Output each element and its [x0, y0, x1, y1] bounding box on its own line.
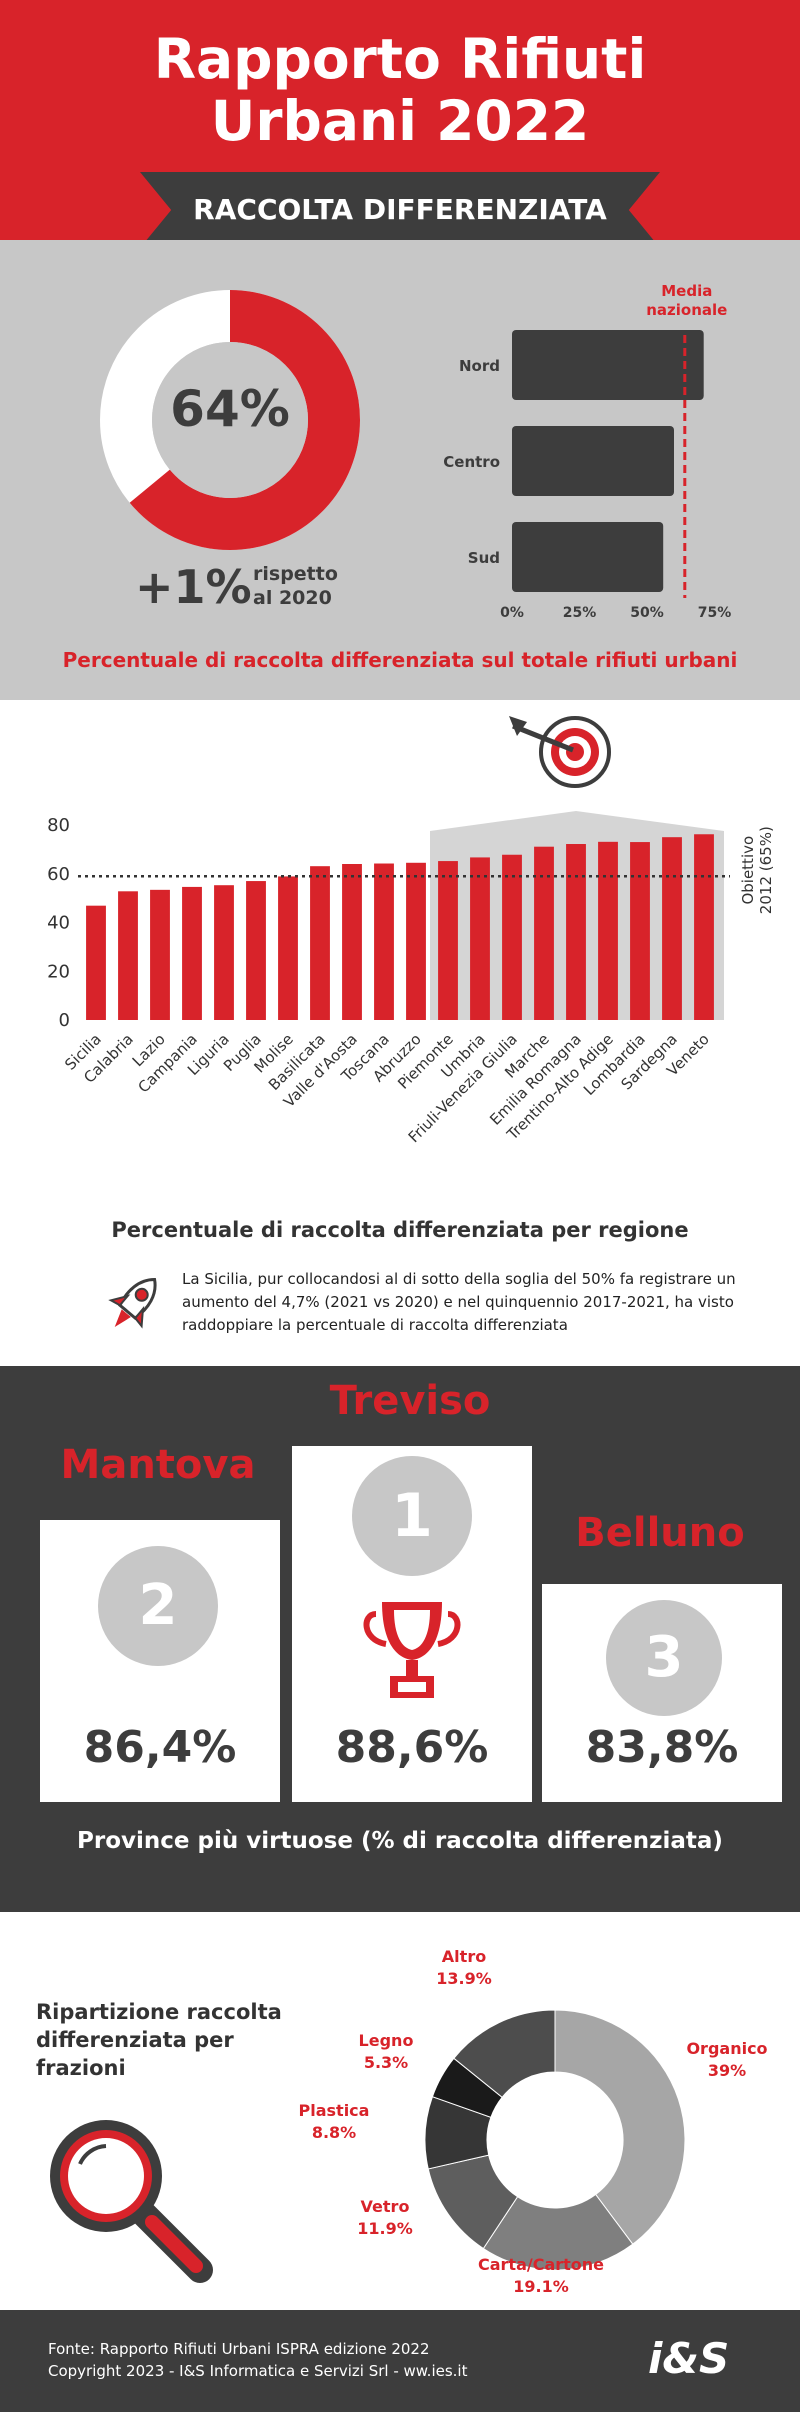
- region-bar: [214, 885, 234, 1020]
- province-third-value: 83,8%: [585, 1722, 739, 1773]
- target-icon: [509, 716, 611, 788]
- province-second-value: 86,4%: [83, 1722, 237, 1773]
- rank-1-badge: 1: [352, 1456, 472, 1576]
- region-y-tick: 20: [47, 961, 70, 982]
- macro-bar-label: Sud: [468, 549, 500, 567]
- slice-name-plastica: Plastica: [298, 2101, 370, 2120]
- target-label-line1: Obiettivo: [739, 836, 757, 905]
- province-third-name: Belluno: [575, 1510, 745, 1556]
- slice-name-legno: Legno: [358, 2031, 414, 2050]
- macro-bar-label: Centro: [443, 453, 500, 471]
- macro-x-tick: 0%: [500, 605, 524, 621]
- region-bar: [278, 876, 298, 1020]
- title-line-1: Rapporto Rifiuti: [153, 27, 647, 91]
- change-note: rispetto al 2020: [253, 562, 363, 610]
- ribbon-label: RACCOLTA DIFFERENZIATA: [193, 193, 607, 226]
- region-bar: [470, 857, 490, 1020]
- footer: [0, 2310, 800, 2412]
- macro-x-tick: 25%: [563, 605, 597, 621]
- rank-3-badge: 3: [606, 1600, 722, 1716]
- region-y-tick: 60: [47, 864, 70, 885]
- slice-value-organico: 39%: [707, 2061, 747, 2080]
- macro-x-tick: 50%: [630, 605, 664, 621]
- region-bar: [630, 842, 650, 1020]
- slice-label-plastica: Plastica 8.8%: [284, 2100, 384, 2144]
- slice-value-plastica: 8.8%: [311, 2123, 357, 2142]
- region-bar: [342, 864, 362, 1020]
- region-bar: [406, 862, 426, 1020]
- slice-value-altro: 13.9%: [436, 1969, 492, 1988]
- change-note-line1: rispetto: [253, 563, 338, 585]
- slice-label-altro: Altro 13.9%: [414, 1946, 514, 1990]
- reference-label-line2: nazionale: [646, 301, 727, 319]
- donut-slice-organico: [554, 2009, 686, 2245]
- region-bar: [310, 866, 330, 1020]
- region-bar: [694, 834, 714, 1020]
- region-bar: [534, 846, 554, 1020]
- footer-source: Fonte: Rapporto Rifiuti Urbani ISPRA edi…: [48, 2340, 430, 2358]
- region-y-tick: 80: [47, 815, 70, 836]
- region-bar: [118, 891, 138, 1020]
- footer-copyright: Copyright 2023 - I&S Informatica e Servi…: [48, 2362, 468, 2380]
- percentage-donut: [100, 290, 360, 550]
- slice-name-vetro: Vetro: [360, 2197, 410, 2216]
- fractions-donut-chart: [424, 2009, 686, 2271]
- donut-arc: [100, 290, 360, 550]
- macro-bar: [512, 330, 704, 400]
- donut-slice-altro: [453, 2009, 556, 2098]
- slice-name-organico: Organico: [686, 2039, 768, 2058]
- slice-label-carta: Carta/Cartone 19.1%: [456, 2254, 626, 2298]
- slice-name-altro: Altro: [441, 1947, 487, 1966]
- slice-value-legno: 5.3%: [363, 2053, 409, 2072]
- slice-value-carta: 19.1%: [513, 2277, 569, 2296]
- magnifier-icon: [50, 2120, 213, 2283]
- provinces-caption: Province più virtuose (% di raccolta dif…: [77, 1828, 723, 1854]
- region-bar: [246, 881, 266, 1020]
- title-line-2: Urbani 2022: [210, 89, 590, 153]
- region-bar: [374, 863, 394, 1020]
- region-y-tick: 40: [47, 913, 70, 934]
- target-label-line2: 2012 (65%): [757, 826, 775, 914]
- change-value: +1%: [135, 560, 252, 614]
- macro-bar: [512, 522, 664, 592]
- fractions-title: Ripartizione raccolta differenziata per …: [36, 2000, 282, 2080]
- rank-2-badge: 2: [98, 1546, 218, 1666]
- region-bar: [598, 841, 618, 1020]
- region-bar: [86, 905, 106, 1020]
- province-second-name: Mantova: [60, 1442, 256, 1488]
- province-first-value: 88,6%: [335, 1722, 489, 1773]
- summary-caption: Percentuale di raccolta differenziata su…: [62, 648, 738, 672]
- change-note-line2: al 2020: [253, 587, 332, 609]
- slice-label-vetro: Vetro 11.9%: [340, 2196, 430, 2240]
- region-chart-caption: Percentuale di raccolta differenziata pe…: [111, 1218, 689, 1242]
- region-bar: [502, 854, 522, 1020]
- slice-label-organico: Organico 39%: [662, 2038, 792, 2082]
- province-first-name: Treviso: [329, 1378, 491, 1424]
- section-ribbon: [140, 172, 660, 248]
- region-bar-chart: 020406080SiciliaCalabriaLazioCampaniaLig…: [47, 811, 775, 1146]
- page-title: Rapporto Rifiuti Urbani 2022: [0, 28, 800, 152]
- rocket-icon: [108, 1277, 157, 1329]
- donut-hole: [152, 342, 308, 498]
- slice-label-legno: Legno 5.3%: [336, 2030, 436, 2074]
- slice-name-carta: Carta/Cartone: [477, 2255, 605, 2274]
- sicilia-note: La Sicilia, pur collocandosi al di sotto…: [182, 1270, 736, 1334]
- donut-percentage: 64%: [170, 380, 290, 438]
- macro-bar: [512, 426, 674, 496]
- macro-x-tick: 75%: [698, 605, 732, 621]
- region-bar: [150, 889, 170, 1020]
- trophy-icon: [363, 1602, 461, 1698]
- footer-text: Fonte: Rapporto Rifiuti Urbani ISPRA edi…: [48, 2338, 467, 2382]
- region-bar: [182, 886, 202, 1020]
- macro-bar-label: Nord: [459, 357, 500, 375]
- reference-label-line1: Media: [661, 282, 712, 300]
- region-bar: [438, 861, 458, 1020]
- company-logo: i&S: [648, 2334, 730, 2383]
- region-bar: [566, 844, 586, 1020]
- region-y-tick: 0: [59, 1010, 70, 1031]
- slice-value-vetro: 11.9%: [357, 2219, 413, 2238]
- region-bar: [662, 837, 682, 1020]
